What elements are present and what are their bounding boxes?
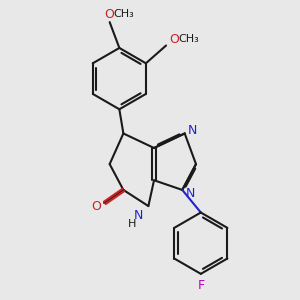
Text: N: N xyxy=(188,124,197,137)
Text: N: N xyxy=(134,209,143,222)
Text: O: O xyxy=(169,33,179,46)
Text: CH₃: CH₃ xyxy=(178,34,199,44)
Text: O: O xyxy=(91,200,101,213)
Text: N: N xyxy=(186,187,195,200)
Text: O: O xyxy=(105,8,115,21)
Text: CH₃: CH₃ xyxy=(113,9,134,19)
Text: H: H xyxy=(128,219,136,229)
Text: F: F xyxy=(197,279,204,292)
